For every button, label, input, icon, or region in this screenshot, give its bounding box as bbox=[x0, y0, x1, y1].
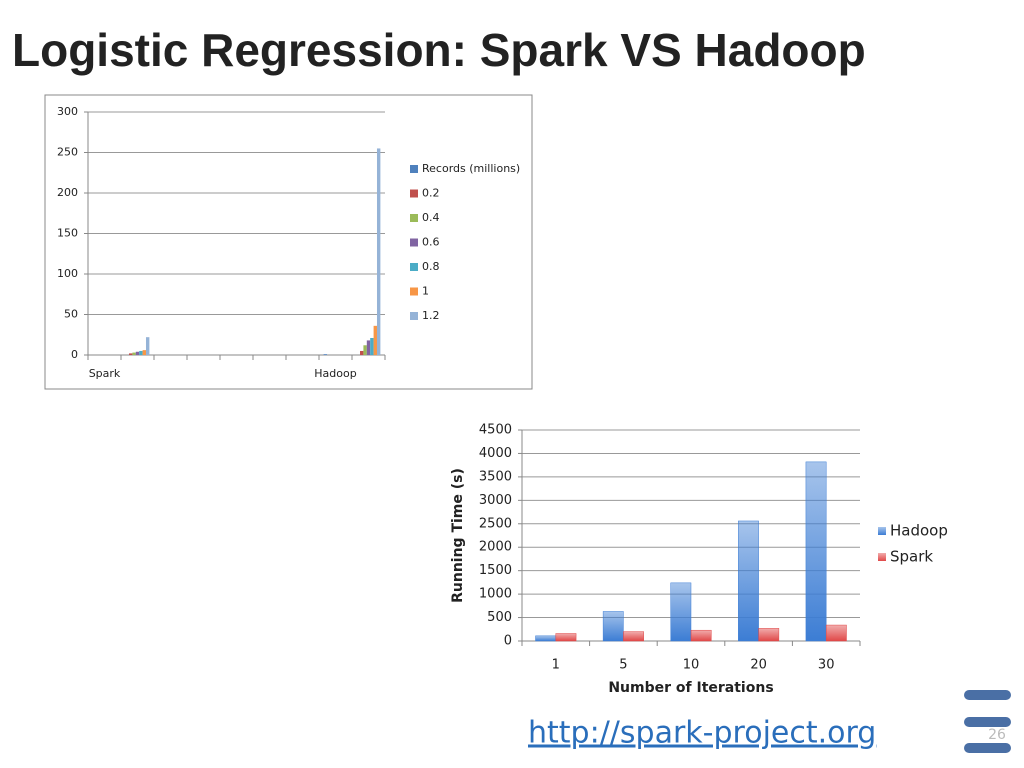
bar bbox=[129, 353, 133, 355]
bar bbox=[535, 635, 557, 642]
chart-frame bbox=[44, 94, 533, 390]
menu-bar bbox=[964, 743, 1011, 753]
x-tick-label: Hadoop bbox=[314, 367, 356, 380]
x-tick-label: 10 bbox=[683, 658, 700, 673]
y-tick-label: 150 bbox=[57, 227, 78, 240]
x-tick-label: 5 bbox=[619, 658, 627, 673]
x-axis-title: Number of Iterations bbox=[608, 680, 773, 696]
bar bbox=[623, 631, 644, 642]
legend-label: Hadoop bbox=[890, 522, 948, 540]
bar bbox=[142, 350, 146, 355]
legend-label: 1 bbox=[422, 285, 429, 298]
y-tick-label: 2500 bbox=[479, 516, 512, 531]
bar bbox=[366, 340, 371, 355]
x-tick-label: 20 bbox=[750, 658, 767, 673]
x-tick-label: 30 bbox=[818, 658, 835, 673]
legend-label: 0.2 bbox=[422, 187, 440, 200]
y-tick-label: 3000 bbox=[479, 493, 512, 508]
legend-label: 0.4 bbox=[422, 211, 440, 224]
x-tick-label: 1 bbox=[552, 658, 560, 673]
legend-swatch bbox=[410, 263, 418, 271]
link[interactable]: http://spark-project.org bbox=[528, 716, 876, 751]
y-tick-label: 4000 bbox=[479, 446, 512, 461]
bar bbox=[758, 628, 780, 642]
legend-label: 0.8 bbox=[422, 260, 440, 273]
y-tick-label: 0 bbox=[71, 348, 78, 361]
y-tick-label: 250 bbox=[57, 146, 78, 159]
bar bbox=[555, 633, 577, 642]
legend-swatch bbox=[410, 312, 418, 320]
bar bbox=[363, 345, 367, 355]
bar bbox=[145, 337, 150, 355]
legend-label: 1.2 bbox=[422, 309, 440, 322]
legend-swatch bbox=[410, 287, 418, 296]
bar bbox=[805, 461, 827, 642]
legend-swatch bbox=[410, 189, 418, 198]
legend-swatch bbox=[878, 527, 886, 535]
legend-label: 0.6 bbox=[422, 236, 440, 249]
page-number: 26 bbox=[988, 727, 1006, 743]
bar bbox=[323, 354, 328, 355]
y-tick-label: 1500 bbox=[479, 563, 512, 578]
legend-swatch bbox=[410, 165, 418, 173]
y-tick-label: 300 bbox=[57, 105, 78, 118]
bar bbox=[135, 351, 140, 355]
bar bbox=[825, 624, 847, 642]
y-tick-label: 100 bbox=[57, 267, 78, 280]
slide-title: Logistic Regression: Spark VS Hadoop bbox=[12, 24, 866, 76]
bar bbox=[376, 148, 381, 355]
legend-swatch bbox=[410, 238, 418, 247]
bar bbox=[132, 352, 136, 355]
bar bbox=[360, 350, 364, 355]
bar bbox=[690, 629, 712, 642]
y-tick-label: 200 bbox=[57, 186, 78, 199]
legend-swatch bbox=[878, 553, 886, 561]
bar bbox=[602, 611, 624, 642]
y-tick-label: 2000 bbox=[479, 540, 512, 555]
bar bbox=[373, 325, 377, 355]
legend-label: Spark bbox=[890, 548, 933, 566]
y-tick-label: 1000 bbox=[479, 587, 512, 602]
y-tick-label: 50 bbox=[64, 308, 78, 321]
legend-label: Records (millions) bbox=[422, 162, 520, 175]
legend-swatch bbox=[410, 214, 418, 222]
menu-icon[interactable] bbox=[964, 690, 1011, 753]
bar bbox=[738, 520, 759, 642]
menu-bar bbox=[964, 717, 1011, 727]
y-tick-label: 3500 bbox=[479, 469, 512, 484]
y-tick-label: 0 bbox=[504, 634, 512, 649]
y-tick-label: 4500 bbox=[479, 423, 512, 438]
bar bbox=[670, 582, 692, 642]
x-tick-label: Spark bbox=[89, 367, 121, 380]
y-tick-label: 500 bbox=[487, 610, 512, 625]
bar bbox=[370, 337, 374, 355]
bar bbox=[139, 350, 143, 355]
menu-bar bbox=[964, 690, 1011, 700]
y-axis-title: Running Time (s) bbox=[450, 468, 466, 603]
